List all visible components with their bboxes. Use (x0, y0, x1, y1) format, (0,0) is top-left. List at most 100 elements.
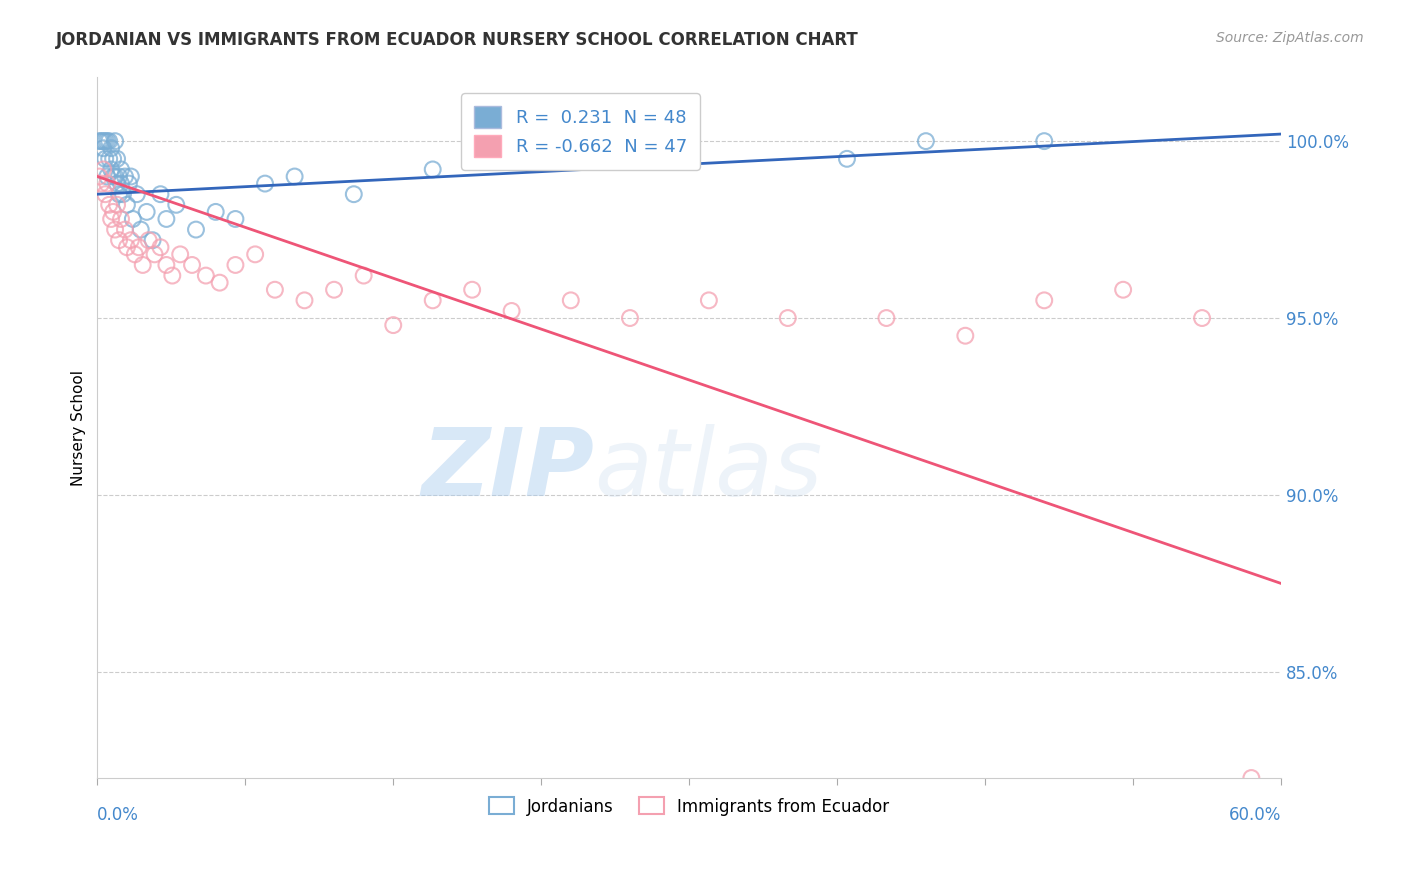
Point (89, 134, 111, 148)
Point (155, 211, 177, 226)
Point (121, 211, 143, 226)
Point (114, 222, 136, 236)
Point (149, 240, 172, 254)
Text: 0.0%: 0.0% (97, 806, 139, 824)
Text: atlas: atlas (595, 425, 823, 516)
Point (108, 233, 131, 247)
Point (91, 141, 114, 155)
Point (204, 205, 226, 219)
Point (678, 134, 700, 148)
Point (560, 293, 582, 308)
Point (165, 198, 187, 212)
Point (169, 247, 191, 261)
Text: 60.0%: 60.0% (1229, 806, 1281, 824)
Point (100, 211, 122, 226)
Point (1033, 134, 1056, 148)
Point (599, 141, 621, 155)
Point (776, 311, 799, 326)
Point (89, 169, 111, 184)
Point (90, 134, 112, 148)
Point (142, 233, 165, 247)
Point (98, 152, 121, 166)
Point (143, 247, 166, 261)
Point (253, 177, 276, 191)
Point (138, 233, 160, 247)
Point (94, 134, 117, 148)
Point (194, 268, 217, 283)
Point (162, 268, 184, 283)
Legend: Jordanians, Immigrants from Ecuador: Jordanians, Immigrants from Ecuador (482, 790, 896, 822)
Point (135, 205, 157, 219)
Point (353, 268, 375, 283)
Point (875, 311, 897, 326)
Point (111, 187, 134, 202)
Point (1112, 283, 1135, 297)
Point (105, 198, 128, 212)
Point (94, 187, 117, 202)
Point (105, 152, 128, 166)
Point (343, 187, 366, 202)
Point (98, 134, 121, 148)
Point (129, 222, 152, 236)
Point (110, 162, 132, 177)
Point (94, 152, 117, 166)
Point (124, 247, 146, 261)
Point (105, 177, 128, 191)
Point (149, 187, 172, 202)
Point (125, 187, 148, 202)
Text: Source: ZipAtlas.com: Source: ZipAtlas.com (1216, 31, 1364, 45)
Point (110, 211, 132, 226)
Point (422, 293, 444, 308)
Point (120, 233, 142, 247)
Point (520, 152, 543, 166)
Point (115, 198, 138, 212)
Point (224, 211, 246, 226)
Point (90, 177, 112, 191)
Point (101, 205, 124, 219)
Point (422, 162, 444, 177)
Point (104, 222, 127, 236)
Point (1191, 311, 1213, 326)
Point (96, 134, 118, 148)
Point (96, 177, 118, 191)
Point (501, 304, 523, 318)
Point (91, 162, 114, 177)
Point (184, 222, 207, 236)
Point (461, 283, 484, 297)
Point (155, 258, 177, 272)
Point (108, 187, 131, 202)
Point (697, 293, 720, 308)
Point (110, 177, 132, 191)
Point (835, 152, 858, 166)
Point (118, 177, 141, 191)
Point (98, 198, 121, 212)
Point (101, 152, 124, 166)
Point (382, 318, 405, 332)
Point (101, 169, 124, 184)
Point (96, 169, 118, 184)
Point (294, 293, 316, 308)
Point (108, 169, 131, 184)
Point (1033, 293, 1056, 308)
Text: ZIP: ZIP (422, 424, 595, 516)
Point (181, 258, 204, 272)
Point (208, 276, 231, 290)
Point (104, 169, 127, 184)
Point (915, 134, 938, 148)
Point (243, 247, 266, 261)
Point (264, 283, 287, 297)
Point (115, 240, 138, 254)
Point (1240, 771, 1263, 785)
Point (323, 283, 346, 297)
Point (128, 240, 150, 254)
Point (132, 258, 155, 272)
Y-axis label: Nursery School: Nursery School (72, 369, 86, 486)
Point (100, 141, 122, 155)
Point (224, 258, 246, 272)
Point (120, 169, 142, 184)
Point (619, 311, 641, 326)
Text: JORDANIAN VS IMMIGRANTS FROM ECUADOR NURSERY SCHOOL CORRELATION CHART: JORDANIAN VS IMMIGRANTS FROM ECUADOR NUR… (56, 31, 859, 49)
Point (91, 134, 114, 148)
Point (114, 169, 136, 184)
Point (955, 328, 977, 343)
